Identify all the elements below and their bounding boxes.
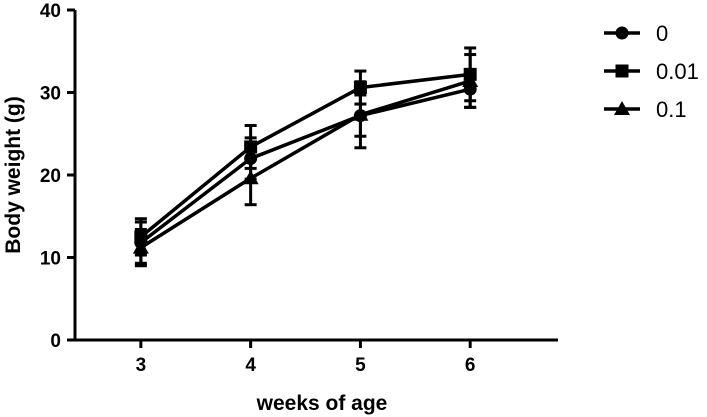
series-square xyxy=(134,46,477,257)
legend: 0 0.01 0.1 xyxy=(604,21,699,122)
y-tick-label: 10 xyxy=(40,249,61,270)
y-tick-label: 40 xyxy=(40,1,61,22)
legend-label: 0 xyxy=(656,21,668,46)
legend-marker xyxy=(615,64,629,78)
legend-item-circle: 0 xyxy=(604,21,668,46)
y-tick-label: 20 xyxy=(40,166,61,187)
x-axis-title: weeks of age xyxy=(256,392,388,415)
x-axis-ticks: 3 4 5 6 xyxy=(136,340,476,376)
y-axis-ticks: 0 10 20 30 40 xyxy=(40,1,75,352)
series-layer xyxy=(132,46,479,268)
data-point xyxy=(242,170,259,185)
x-tick-label: 5 xyxy=(355,355,366,376)
data-point xyxy=(244,140,258,154)
axes xyxy=(73,10,558,342)
legend-label: 0.1 xyxy=(656,97,687,122)
data-point xyxy=(132,239,149,254)
series-line xyxy=(139,79,471,250)
y-tick-label: 30 xyxy=(40,84,61,105)
series-line xyxy=(139,72,471,239)
legend-item-triangle: 0.1 xyxy=(604,97,687,122)
data-point xyxy=(352,106,369,121)
series-circle xyxy=(134,69,477,265)
legend-label: 0.01 xyxy=(656,59,699,84)
series-triangle xyxy=(132,53,479,268)
legend-marker xyxy=(615,26,629,40)
y-axis-title: Body weight (g) xyxy=(2,96,25,253)
y-tick-label: 0 xyxy=(50,331,61,352)
legend-item-square: 0.01 xyxy=(604,59,699,84)
legend-marker xyxy=(614,101,630,115)
data-point xyxy=(462,72,479,87)
x-tick-label: 3 xyxy=(136,355,147,376)
series-line xyxy=(139,87,471,245)
x-tick-label: 6 xyxy=(465,355,476,376)
x-tick-label: 4 xyxy=(245,355,256,376)
